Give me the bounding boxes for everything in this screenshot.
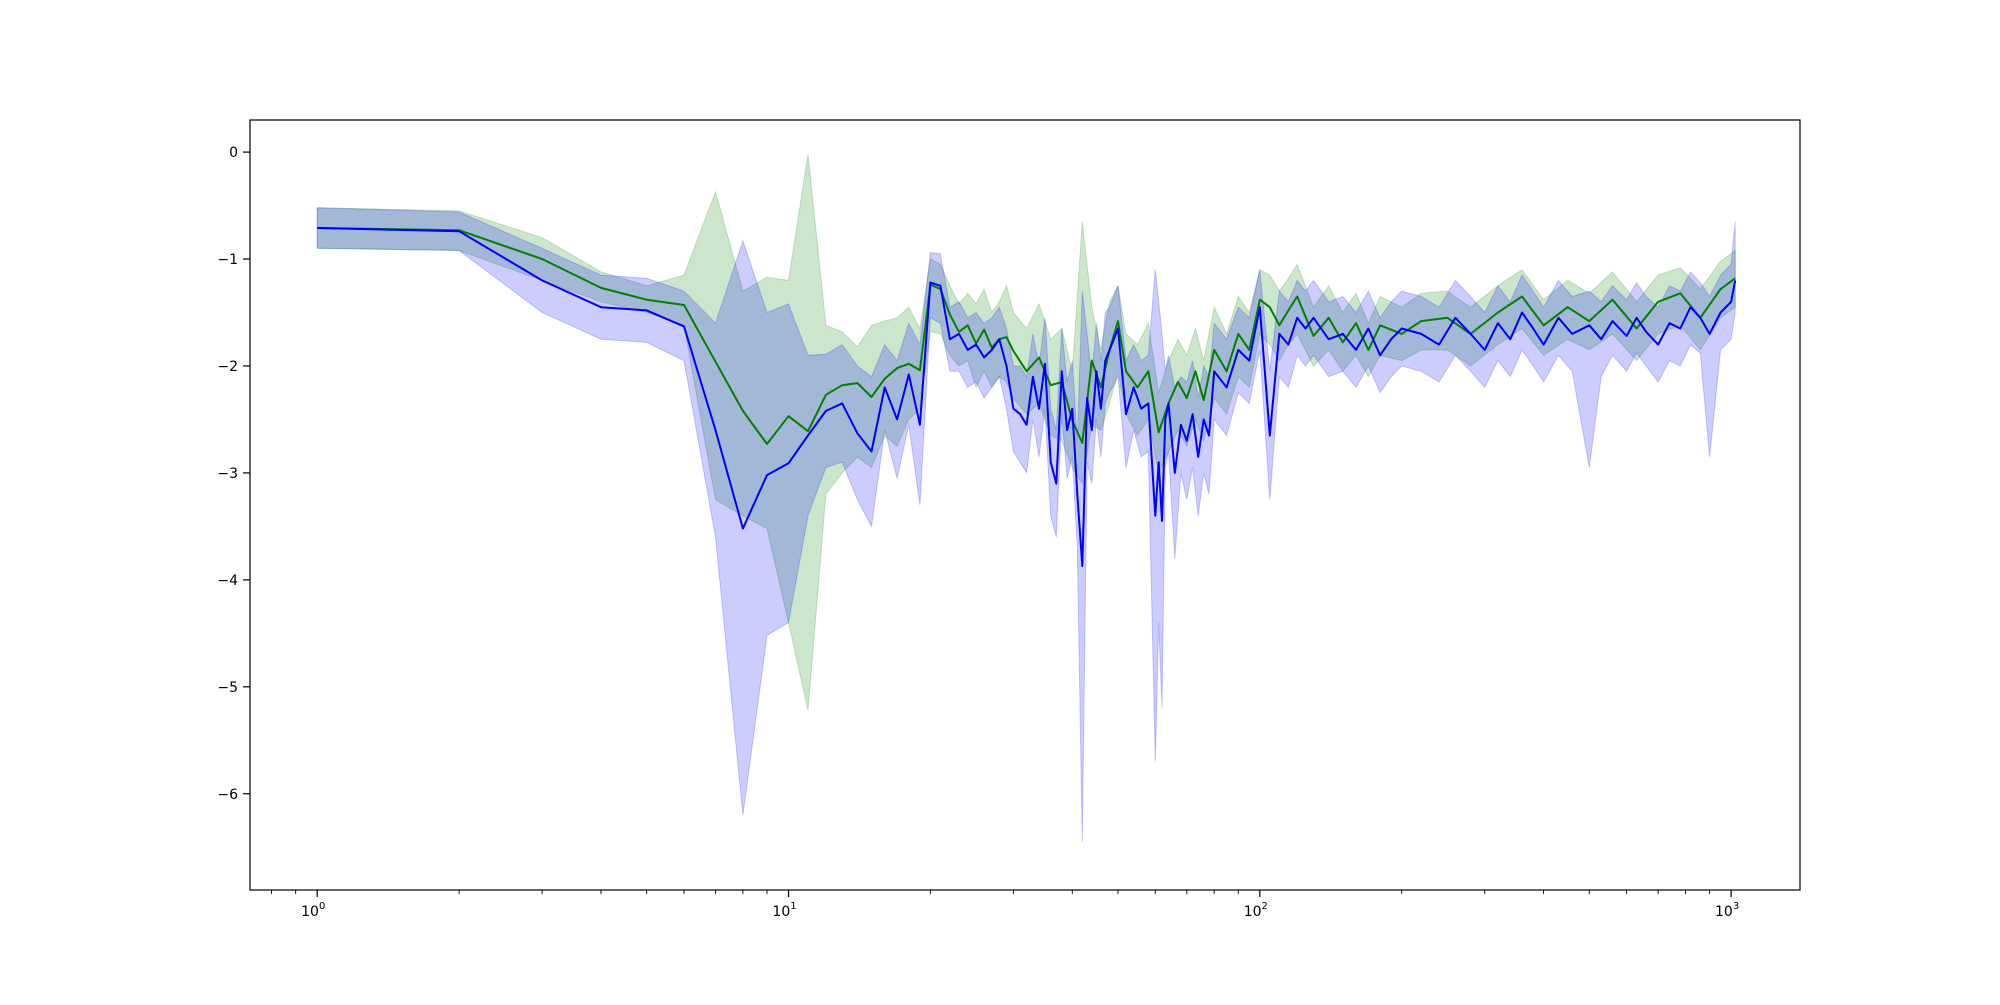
plot-frame xyxy=(249,119,1801,891)
y-axis: 0 −1 −2 −3 −4 −5 −6 xyxy=(217,145,250,803)
y-tick-label: −5 xyxy=(217,680,238,696)
line-series-1 xyxy=(317,227,1736,445)
y-tick-label: −6 xyxy=(217,787,238,803)
y-tick-label: −3 xyxy=(217,466,238,482)
x-tick-label: 100 xyxy=(301,901,325,920)
line-series-2 xyxy=(317,227,1737,567)
band-series-2 xyxy=(316,207,1736,842)
y-tick-label: −2 xyxy=(217,359,238,375)
y-tick-label: 0 xyxy=(229,145,238,161)
band-series-1 xyxy=(316,154,1736,711)
confidence-bands xyxy=(316,154,1736,842)
x-tick-label: 102 xyxy=(1244,901,1268,920)
x-axis: 100 101 102 103 xyxy=(271,890,1739,920)
y-tick-label: −1 xyxy=(217,252,238,268)
x-tick-label: 103 xyxy=(1715,901,1739,920)
y-tick-label: −4 xyxy=(217,573,238,589)
x-tick-label: 101 xyxy=(772,901,796,920)
series-lines xyxy=(317,227,1737,567)
